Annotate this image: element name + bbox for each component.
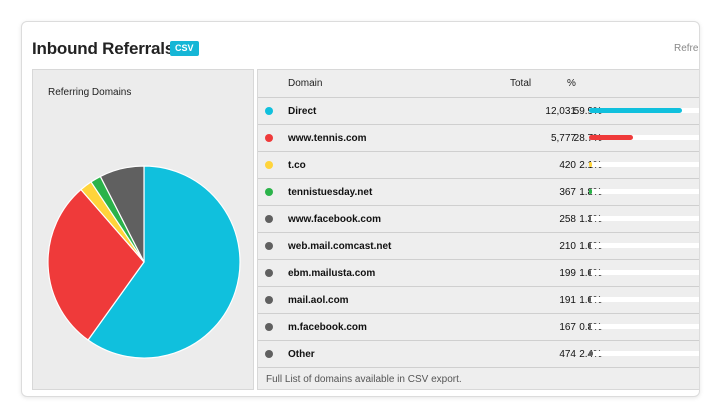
table-row[interactable]: web.mail.comcast.net2101.0% (258, 233, 699, 260)
domain-name[interactable]: mail.aol.com (288, 295, 349, 306)
series-color-dot (265, 161, 273, 169)
domain-total: 258 (559, 214, 576, 225)
share-bar-fill (589, 189, 592, 194)
table-row[interactable]: mail.aol.com1911.0% (258, 287, 699, 314)
card-title: Inbound Referrals (32, 39, 175, 58)
domain-total: 474 (559, 349, 576, 360)
share-bar-fill (589, 297, 591, 302)
series-color-dot (265, 269, 273, 277)
share-bar-fill (589, 243, 591, 248)
share-bar-fill (589, 351, 593, 356)
table-row[interactable]: www.tennis.com 5,777 28.7% (258, 125, 699, 152)
csv-export-button[interactable]: CSV (170, 41, 199, 56)
share-bar-fill (589, 216, 591, 221)
share-bar-fill (589, 162, 593, 167)
table-row[interactable]: Other4742.4% (258, 341, 699, 368)
table-row[interactable]: ebm.mailusta.com1991.0% (258, 260, 699, 287)
pie-slice-direct[interactable] (87, 165, 241, 359)
share-bar-track (589, 243, 699, 248)
series-color-dot (265, 215, 273, 223)
domain-name[interactable]: Other (288, 349, 315, 360)
domain-total: 420 (559, 160, 576, 171)
csv-footer-note: Full List of domains available in CSV ex… (266, 374, 462, 385)
referrals-table: Domain Total % Direct 12,031 59.9% www.tenn… (257, 69, 699, 390)
domain-name[interactable]: ebm.mailusta.com (288, 268, 376, 279)
domain-total: 210 (559, 241, 576, 252)
table-header: Domain Total % (258, 70, 699, 98)
domain-name[interactable]: www.tennis.com (288, 133, 367, 144)
share-bar-track (589, 351, 699, 356)
referring-domains-pie-chart (47, 165, 241, 359)
series-color-dot (265, 242, 273, 250)
share-bar-track (589, 162, 699, 167)
share-bar-track (589, 297, 699, 302)
table-row[interactable]: m.facebook.com1670.8% (258, 314, 699, 341)
pie-panel: Referring Domains (32, 69, 254, 390)
share-bar-fill (589, 135, 634, 140)
domain-name[interactable]: m.facebook.com (288, 322, 367, 333)
pie-slice-www-tennis-com[interactable] (47, 188, 145, 341)
pie-panel-title: Referring Domains (48, 87, 132, 98)
pie-slice-other-grouped-[interactable] (99, 165, 145, 263)
domain-total: 167 (559, 322, 576, 333)
domain-name[interactable]: Direct (288, 106, 317, 117)
column-header-total: Total (510, 78, 532, 89)
domain-percent: 59.9% (573, 106, 602, 117)
domain-total: 12,031 (545, 106, 576, 117)
share-bar-fill (589, 108, 682, 113)
share-bar-track (589, 189, 699, 194)
domain-percent: 28.7% (573, 133, 602, 144)
domain-name[interactable]: www.facebook.com (288, 214, 381, 225)
domain-name[interactable]: t.co (288, 160, 306, 171)
column-header-percent: % (567, 78, 576, 89)
share-bar-track (589, 324, 699, 329)
share-bar-track (589, 108, 699, 113)
domain-name[interactable]: web.mail.comcast.net (288, 241, 392, 252)
series-color-dot (265, 350, 273, 358)
domain-total: 191 (559, 295, 576, 306)
header-link[interactable]: Refre (674, 43, 699, 54)
table-row[interactable]: Direct 12,031 59.9% (258, 98, 699, 125)
table-row[interactable]: tennistuesday.net3671.8% (258, 179, 699, 206)
share-bar-track (589, 270, 699, 275)
inbound-referrals-card: Inbound Referrals CSV Refre Referring Do… (21, 21, 700, 397)
domain-name[interactable]: tennistuesday.net (288, 187, 373, 198)
share-bar-track (589, 216, 699, 221)
table-row[interactable]: t.co4202.1% (258, 152, 699, 179)
domain-total: 199 (559, 268, 576, 279)
share-bar-track (589, 135, 699, 140)
domain-total: 367 (559, 187, 576, 198)
series-color-dot (265, 134, 273, 142)
series-color-dot (265, 107, 273, 115)
column-header-domain: Domain (288, 78, 323, 89)
series-color-dot (265, 188, 273, 196)
share-bar-fill (589, 270, 591, 275)
table-row[interactable]: www.facebook.com2581.3% (258, 206, 699, 233)
domain-total: 5,777 (550, 133, 576, 144)
series-color-dot (265, 323, 273, 331)
share-bar-fill (589, 324, 591, 329)
series-color-dot (265, 296, 273, 304)
